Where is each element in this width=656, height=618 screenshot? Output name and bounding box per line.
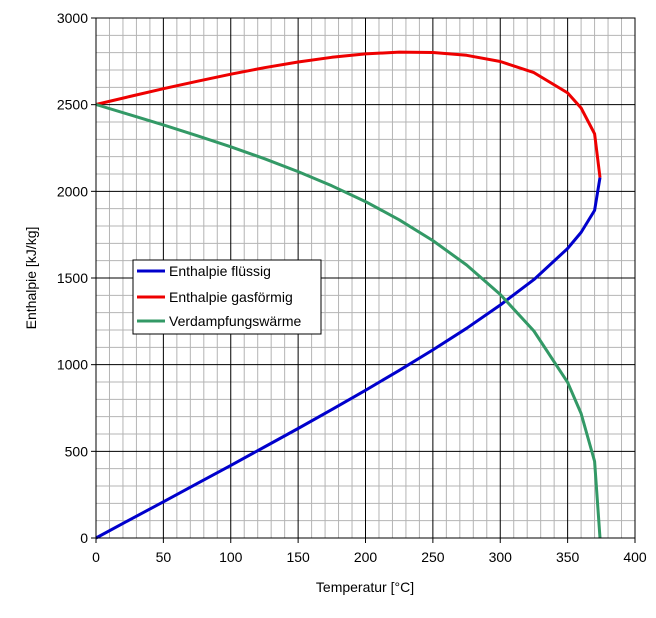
x-tick-label: 400 [623, 549, 647, 565]
x-tick-labels: 0 50 100 150 200 250 300 350 400 [92, 538, 647, 565]
series-enthalpie-fluessig [95, 177, 602, 540]
legend-label-enthalpie-fluessig: Enthalpie flüssig [169, 263, 271, 279]
x-tick-label: 150 [286, 549, 310, 565]
series-layer [95, 50, 602, 540]
y-tick-label: 2500 [57, 97, 88, 113]
y-tick-label: 1000 [57, 357, 88, 373]
legend: Enthalpie flüssig Enthalpie gasförmig Ve… [132, 259, 322, 335]
x-tick-label: 200 [354, 549, 378, 565]
legend-label-enthalpie-gasfoermig: Enthalpie gasförmig [169, 289, 293, 305]
legend-label-verdampfungswaerme: Verdampfungswärme [169, 313, 302, 329]
y-tick-label: 3000 [57, 10, 88, 26]
y-tick-label: 500 [65, 443, 89, 459]
x-tick-label: 250 [421, 549, 445, 565]
x-tick-label: 0 [92, 549, 100, 565]
x-axis-label: Temperatur [°C] [316, 579, 414, 595]
x-tick-label: 100 [219, 549, 243, 565]
series-enthalpie-gasfoermig [95, 50, 602, 178]
y-axis-label: Enthalpie [kJ/kg] [23, 227, 39, 330]
x-tick-label: 50 [156, 549, 172, 565]
y-tick-label: 1500 [57, 270, 88, 286]
series-verdampfungswaerme [95, 103, 602, 539]
x-tick-label: 300 [489, 549, 513, 565]
y-tick-label: 2000 [57, 183, 88, 199]
y-tick-labels: 0 500 1000 1500 2000 2500 3000 [57, 10, 96, 546]
y-tick-label: 0 [80, 530, 88, 546]
x-tick-label: 350 [556, 549, 580, 565]
